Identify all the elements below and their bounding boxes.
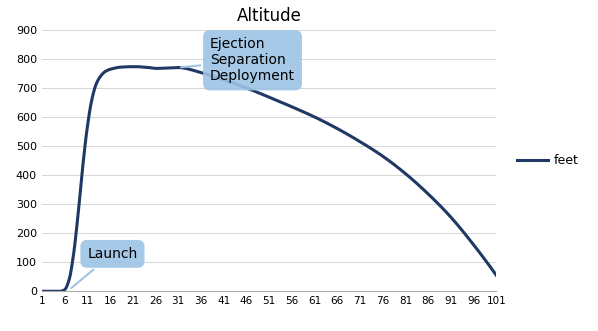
feet bbox=[325, 122, 332, 126]
Line: feet: feet bbox=[42, 67, 496, 291]
feet bbox=[125, 65, 132, 69]
Text: Launch: Launch bbox=[71, 247, 138, 288]
Text: Ejection
Separation
Deployment: Ejection Separation Deployment bbox=[181, 37, 295, 83]
feet bbox=[93, 81, 100, 85]
feet bbox=[38, 289, 45, 293]
feet bbox=[370, 148, 377, 152]
Title: Altitude: Altitude bbox=[237, 8, 301, 25]
feet bbox=[188, 68, 195, 72]
Legend: feet: feet bbox=[512, 149, 584, 172]
feet bbox=[493, 273, 500, 277]
feet bbox=[219, 77, 227, 81]
feet bbox=[367, 147, 374, 151]
